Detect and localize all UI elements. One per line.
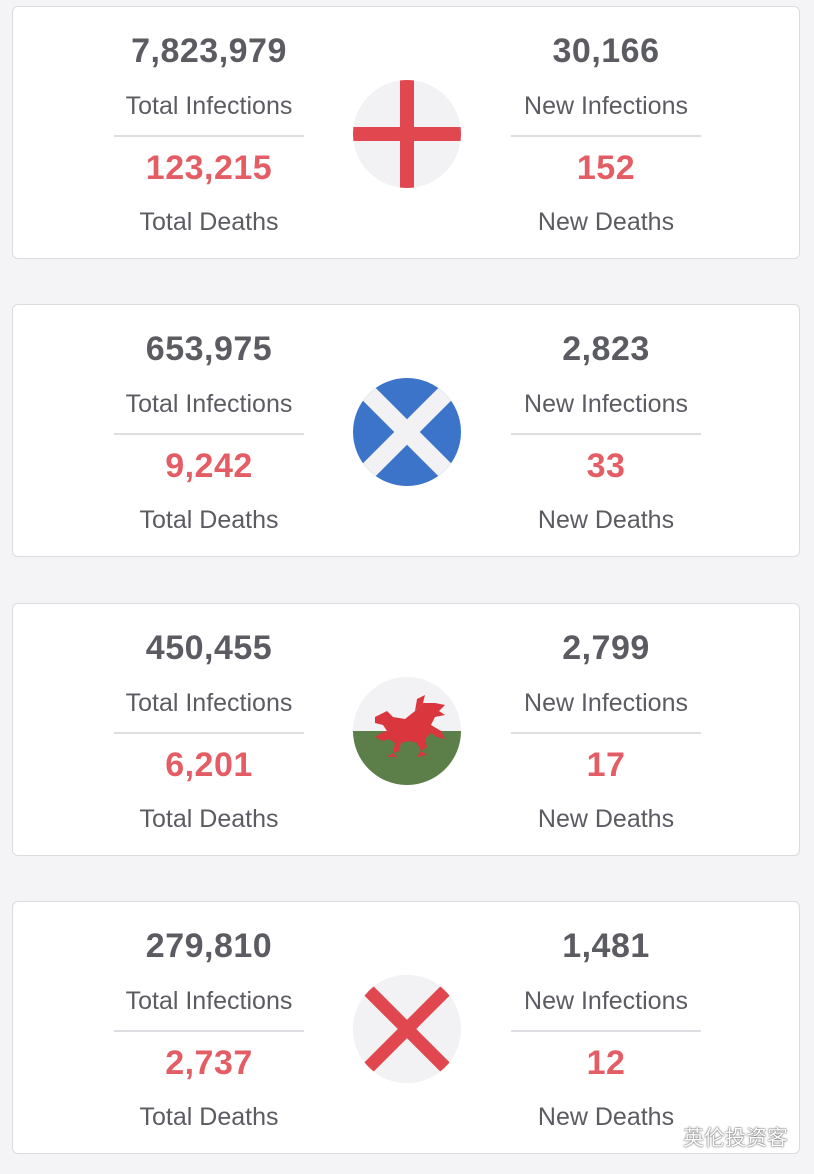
watermark: 英伦投资客 [649,1122,788,1152]
divider [114,433,304,435]
new-deaths-value: 33 [586,447,626,485]
total-infections-label: Total Infections [125,689,293,717]
new-infections-label: New Infections [524,689,688,717]
divider [114,135,304,137]
total-deaths-label: Total Deaths [139,506,279,534]
region-card-england: 7,823,979 Total Infections 123,215 Total… [12,6,800,259]
total-infections-label: Total Infections [125,92,293,120]
divider [511,732,701,734]
total-deaths-label: Total Deaths [139,208,279,236]
new-infections-label: New Infections [524,390,688,418]
total-deaths-value: 9,242 [165,447,253,485]
new-deaths-value: 17 [586,746,626,784]
new-deaths-value: 152 [576,149,636,187]
total-column: 450,455 Total Infections 6,201 Total Dea… [114,604,304,855]
wechat-icon [649,1125,677,1149]
divider [114,1030,304,1032]
new-column: 2,799 New Infections 17 New Deaths [511,604,701,855]
new-deaths-label: New Deaths [537,1103,675,1131]
new-infections-label: New Infections [524,92,688,120]
new-deaths-label: New Deaths [537,208,675,236]
scotland-flag-icon [353,378,461,486]
divider [114,732,304,734]
total-deaths-value: 6,201 [165,746,253,784]
region-card-scotland: 653,975 Total Infections 9,242 Total Dea… [12,304,800,557]
region-card-wales: 450,455 Total Infections 6,201 Total Dea… [12,603,800,856]
new-infections-label: New Infections [524,987,688,1015]
total-infections-value: 653,975 [145,330,273,368]
new-deaths-value: 12 [586,1044,626,1082]
total-column: 653,975 Total Infections 9,242 Total Dea… [114,305,304,556]
total-deaths-value: 2,737 [165,1044,253,1082]
divider [511,1030,701,1032]
total-deaths-value: 123,215 [145,149,273,187]
new-infections-value: 2,823 [562,330,650,368]
total-column: 279,810 Total Infections 2,737 Total Dea… [114,902,304,1153]
total-infections-label: Total Infections [125,390,293,418]
region-card-northern-ireland: 279,810 Total Infections 2,737 Total Dea… [12,901,800,1154]
total-infections-value: 450,455 [145,629,273,667]
divider [511,433,701,435]
england-flag-icon [353,80,461,188]
new-infections-value: 30,166 [552,32,660,70]
total-infections-value: 279,810 [145,927,273,965]
northern-ireland-flag-icon [353,975,461,1083]
new-column: 2,823 New Infections 33 New Deaths [511,305,701,556]
new-infections-value: 2,799 [562,629,650,667]
new-deaths-label: New Deaths [537,506,675,534]
new-infections-value: 1,481 [562,927,650,965]
new-column: 30,166 New Infections 152 New Deaths [511,7,701,258]
total-infections-value: 7,823,979 [131,32,287,70]
watermark-text: 英伦投资客 [683,1127,788,1150]
total-infections-label: Total Infections [125,987,293,1015]
total-column: 7,823,979 Total Infections 123,215 Total… [114,7,304,258]
wales-flag-icon [353,677,461,785]
new-deaths-label: New Deaths [537,805,675,833]
total-deaths-label: Total Deaths [139,1103,279,1131]
total-deaths-label: Total Deaths [139,805,279,833]
new-column: 1,481 New Infections 12 New Deaths [511,902,701,1153]
divider [511,135,701,137]
